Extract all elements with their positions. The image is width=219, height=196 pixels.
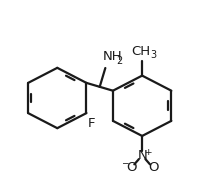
Text: CH: CH — [131, 45, 151, 58]
Text: N: N — [137, 149, 147, 162]
Text: NH: NH — [103, 50, 123, 63]
Text: −: − — [121, 159, 129, 168]
Text: 2: 2 — [117, 56, 123, 66]
Text: +: + — [145, 148, 152, 157]
Text: O: O — [126, 161, 136, 174]
Text: 3: 3 — [150, 50, 157, 60]
Text: O: O — [148, 161, 159, 174]
Text: F: F — [88, 117, 96, 130]
